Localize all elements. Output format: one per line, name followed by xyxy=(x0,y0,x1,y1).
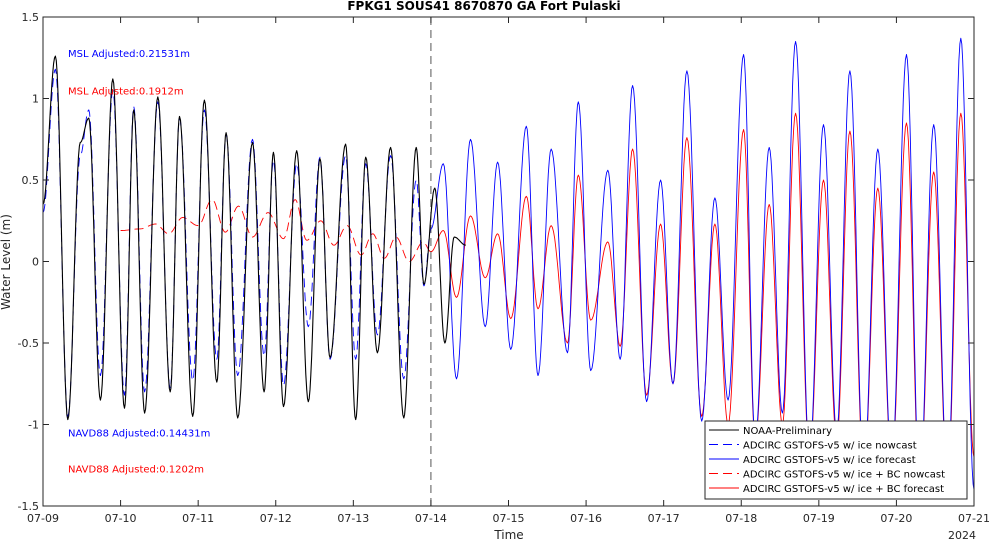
x-tick-label: 07-10 xyxy=(105,512,137,525)
x-tick-label: 07-13 xyxy=(337,512,369,525)
series-line xyxy=(430,112,975,491)
legend-box xyxy=(704,420,968,500)
y-axis-label: Water Level (m) xyxy=(0,214,13,310)
y-tick-label: 1 xyxy=(32,93,39,106)
adjustment-annotation: NAVD88 Adjusted:0.14431m xyxy=(68,429,210,440)
plot-area xyxy=(42,17,975,506)
series-line xyxy=(430,37,975,491)
chart-title: FPKG1 SOUS41 8670870 GA Fort Pulaski xyxy=(347,0,620,13)
series-line xyxy=(120,199,431,262)
x-tick-label: 07-09 xyxy=(27,512,59,525)
x-tick-label: 07-11 xyxy=(182,512,214,525)
legend-label: ADCIRC GSTOFS-v5 w/ ice + BC nowcast xyxy=(743,470,945,481)
y-tick-label: 0.5 xyxy=(22,174,40,187)
x-tick-label: 07-14 xyxy=(415,512,447,525)
x-tick-label: 07-21 xyxy=(958,512,990,525)
x-tick-label: 07-15 xyxy=(493,512,525,525)
x-tick-label: 07-17 xyxy=(648,512,680,525)
x-tick-label: 07-20 xyxy=(880,512,912,525)
x-axis-label: Time xyxy=(493,528,523,541)
y-tick-label: 0 xyxy=(32,256,39,269)
y-tick-label: -1 xyxy=(28,419,39,432)
adjustment-annotation: MSL Adjusted:0.1912m xyxy=(68,86,184,97)
legend: NOAA-Preliminary ADCIRC GSTOFS-v5 w/ ice … xyxy=(704,420,968,500)
legend-label: ADCIRC GSTOFS-v5 w/ ice nowcast xyxy=(743,441,917,452)
x-axis: 07-09 07-10 07-11 07-12 07-13 07-14 07-15 07-16… xyxy=(27,17,990,525)
x-tick-label: 07-16 xyxy=(570,512,602,525)
adjustment-annotation: NAVD88 Adjusted:0.1202m xyxy=(68,465,204,476)
series-line xyxy=(42,55,466,421)
y-tick-label: 1.5 xyxy=(22,11,40,24)
x-tick-label: 07-19 xyxy=(803,512,835,525)
legend-label: ADCIRC GSTOFS-v5 w/ ice + BC forecast xyxy=(743,484,944,495)
y-tick-label: -1.5 xyxy=(18,500,39,513)
legend-label: NOAA-Preliminary xyxy=(743,426,832,437)
x-tick-label: 07-18 xyxy=(725,512,757,525)
annotations: MSL Adjusted:0.21531m MSL Adjusted:0.1912… xyxy=(68,49,210,476)
adjustment-annotation: MSL Adjusted:0.21531m xyxy=(68,49,190,60)
year-label: 2024 xyxy=(948,529,976,541)
y-tick-label: -0.5 xyxy=(18,337,39,350)
x-tick-label: 07-12 xyxy=(260,512,292,525)
y-axis: -1.5 -1 -0.5 0 0.5 1 1.5 xyxy=(18,11,974,513)
legend-label: ADCIRC GSTOFS-v5 w/ ice forecast xyxy=(743,455,916,466)
